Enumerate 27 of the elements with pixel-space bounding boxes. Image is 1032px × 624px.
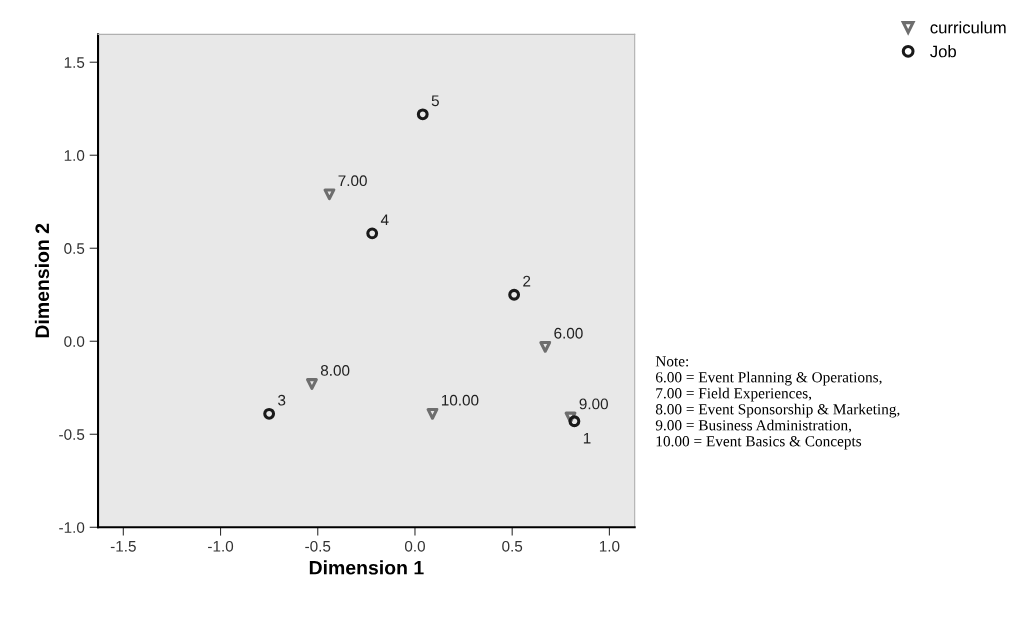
y-tick-label: 1.0 [64,150,85,161]
legend-label: curriculum [930,21,1006,34]
annotation: 3 [278,394,286,406]
annotation: 10.00 [441,394,479,406]
text: Note: 6.00 = Event Planning & Operations, 7.00 = Field Experiences, 8.00 = Event Sponsorship & Marketing, 9.00 = Business Administration, 10.00 = Event Basics & Concepts [655,356,900,450]
annotation: 1 [583,432,591,444]
y-tick-label: -1.0 [59,522,85,533]
annotation: 9.00 [579,398,608,410]
legend-label: Job [930,45,956,58]
x-axis-title: Dimension 1 [309,560,424,575]
annotation: 5 [431,95,439,107]
annotation: 8.00 [320,365,350,376]
x-tick-label: -0.5 [305,540,331,552]
y-tick-label: -0.5 [59,429,85,440]
x-tick-label: 0.0 [404,540,425,552]
annotation: 4 [380,214,389,226]
x-tick-label: 1.0 [599,540,620,552]
y-tick-label: 1.5 [64,57,85,68]
annotation: 7.00 [338,175,367,187]
x-tick-label: 0.5 [502,540,523,552]
x-tick-label: -1.0 [208,540,234,552]
y-tick-label: 0.5 [64,243,85,254]
x-tick-label: -1.5 [110,541,136,552]
y-tick-label: 0.0 [64,336,85,347]
annotation: 6.00 [554,327,583,339]
annotation: 2 [523,275,531,287]
y-axis-title: Dimension 2 [34,223,50,338]
